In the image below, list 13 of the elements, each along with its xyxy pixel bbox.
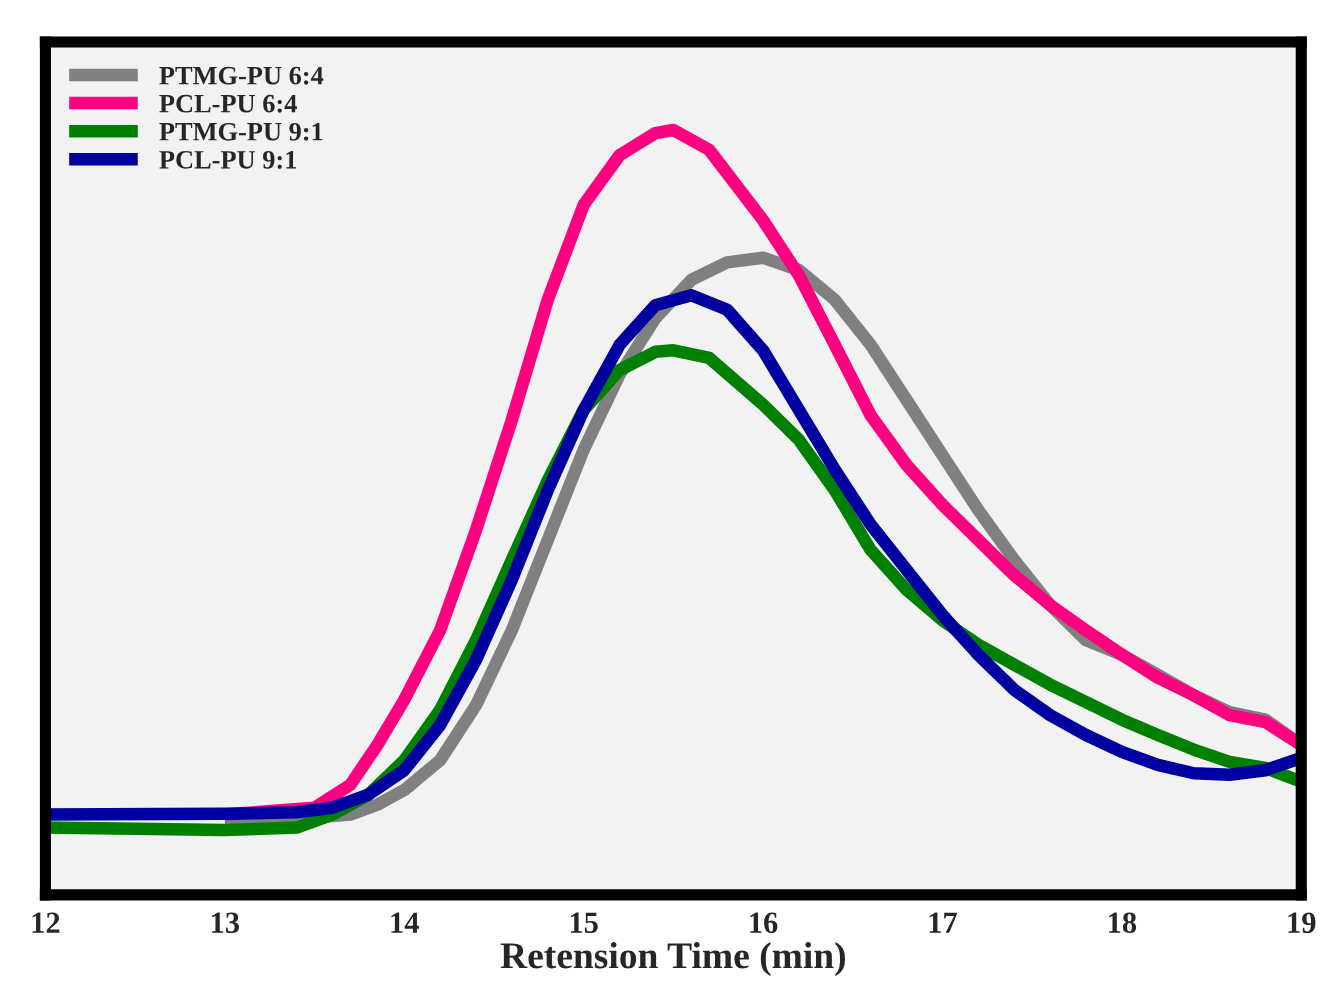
x-tick-label: 14 [391,912,419,933]
legend-label: PTMG-PU 6:4 [159,66,324,85]
legend-label: PCL-PU 9:1 [159,150,297,169]
legend-label: PCL-PU 6:4 [159,94,297,113]
x-axis-title: Retension Time (min) [500,942,845,977]
x-tick-label: 18 [1109,912,1137,934]
legend-label: PTMG-PU 9:1 [159,122,323,141]
x-tick-label: 12 [32,912,60,933]
x-tick-label: 17 [929,912,957,933]
x-tick-label: 13 [212,912,240,934]
x-tick-label: 15 [570,912,598,934]
x-tick-label: 19 [1288,912,1316,934]
x-tick-label: 16 [750,912,778,934]
